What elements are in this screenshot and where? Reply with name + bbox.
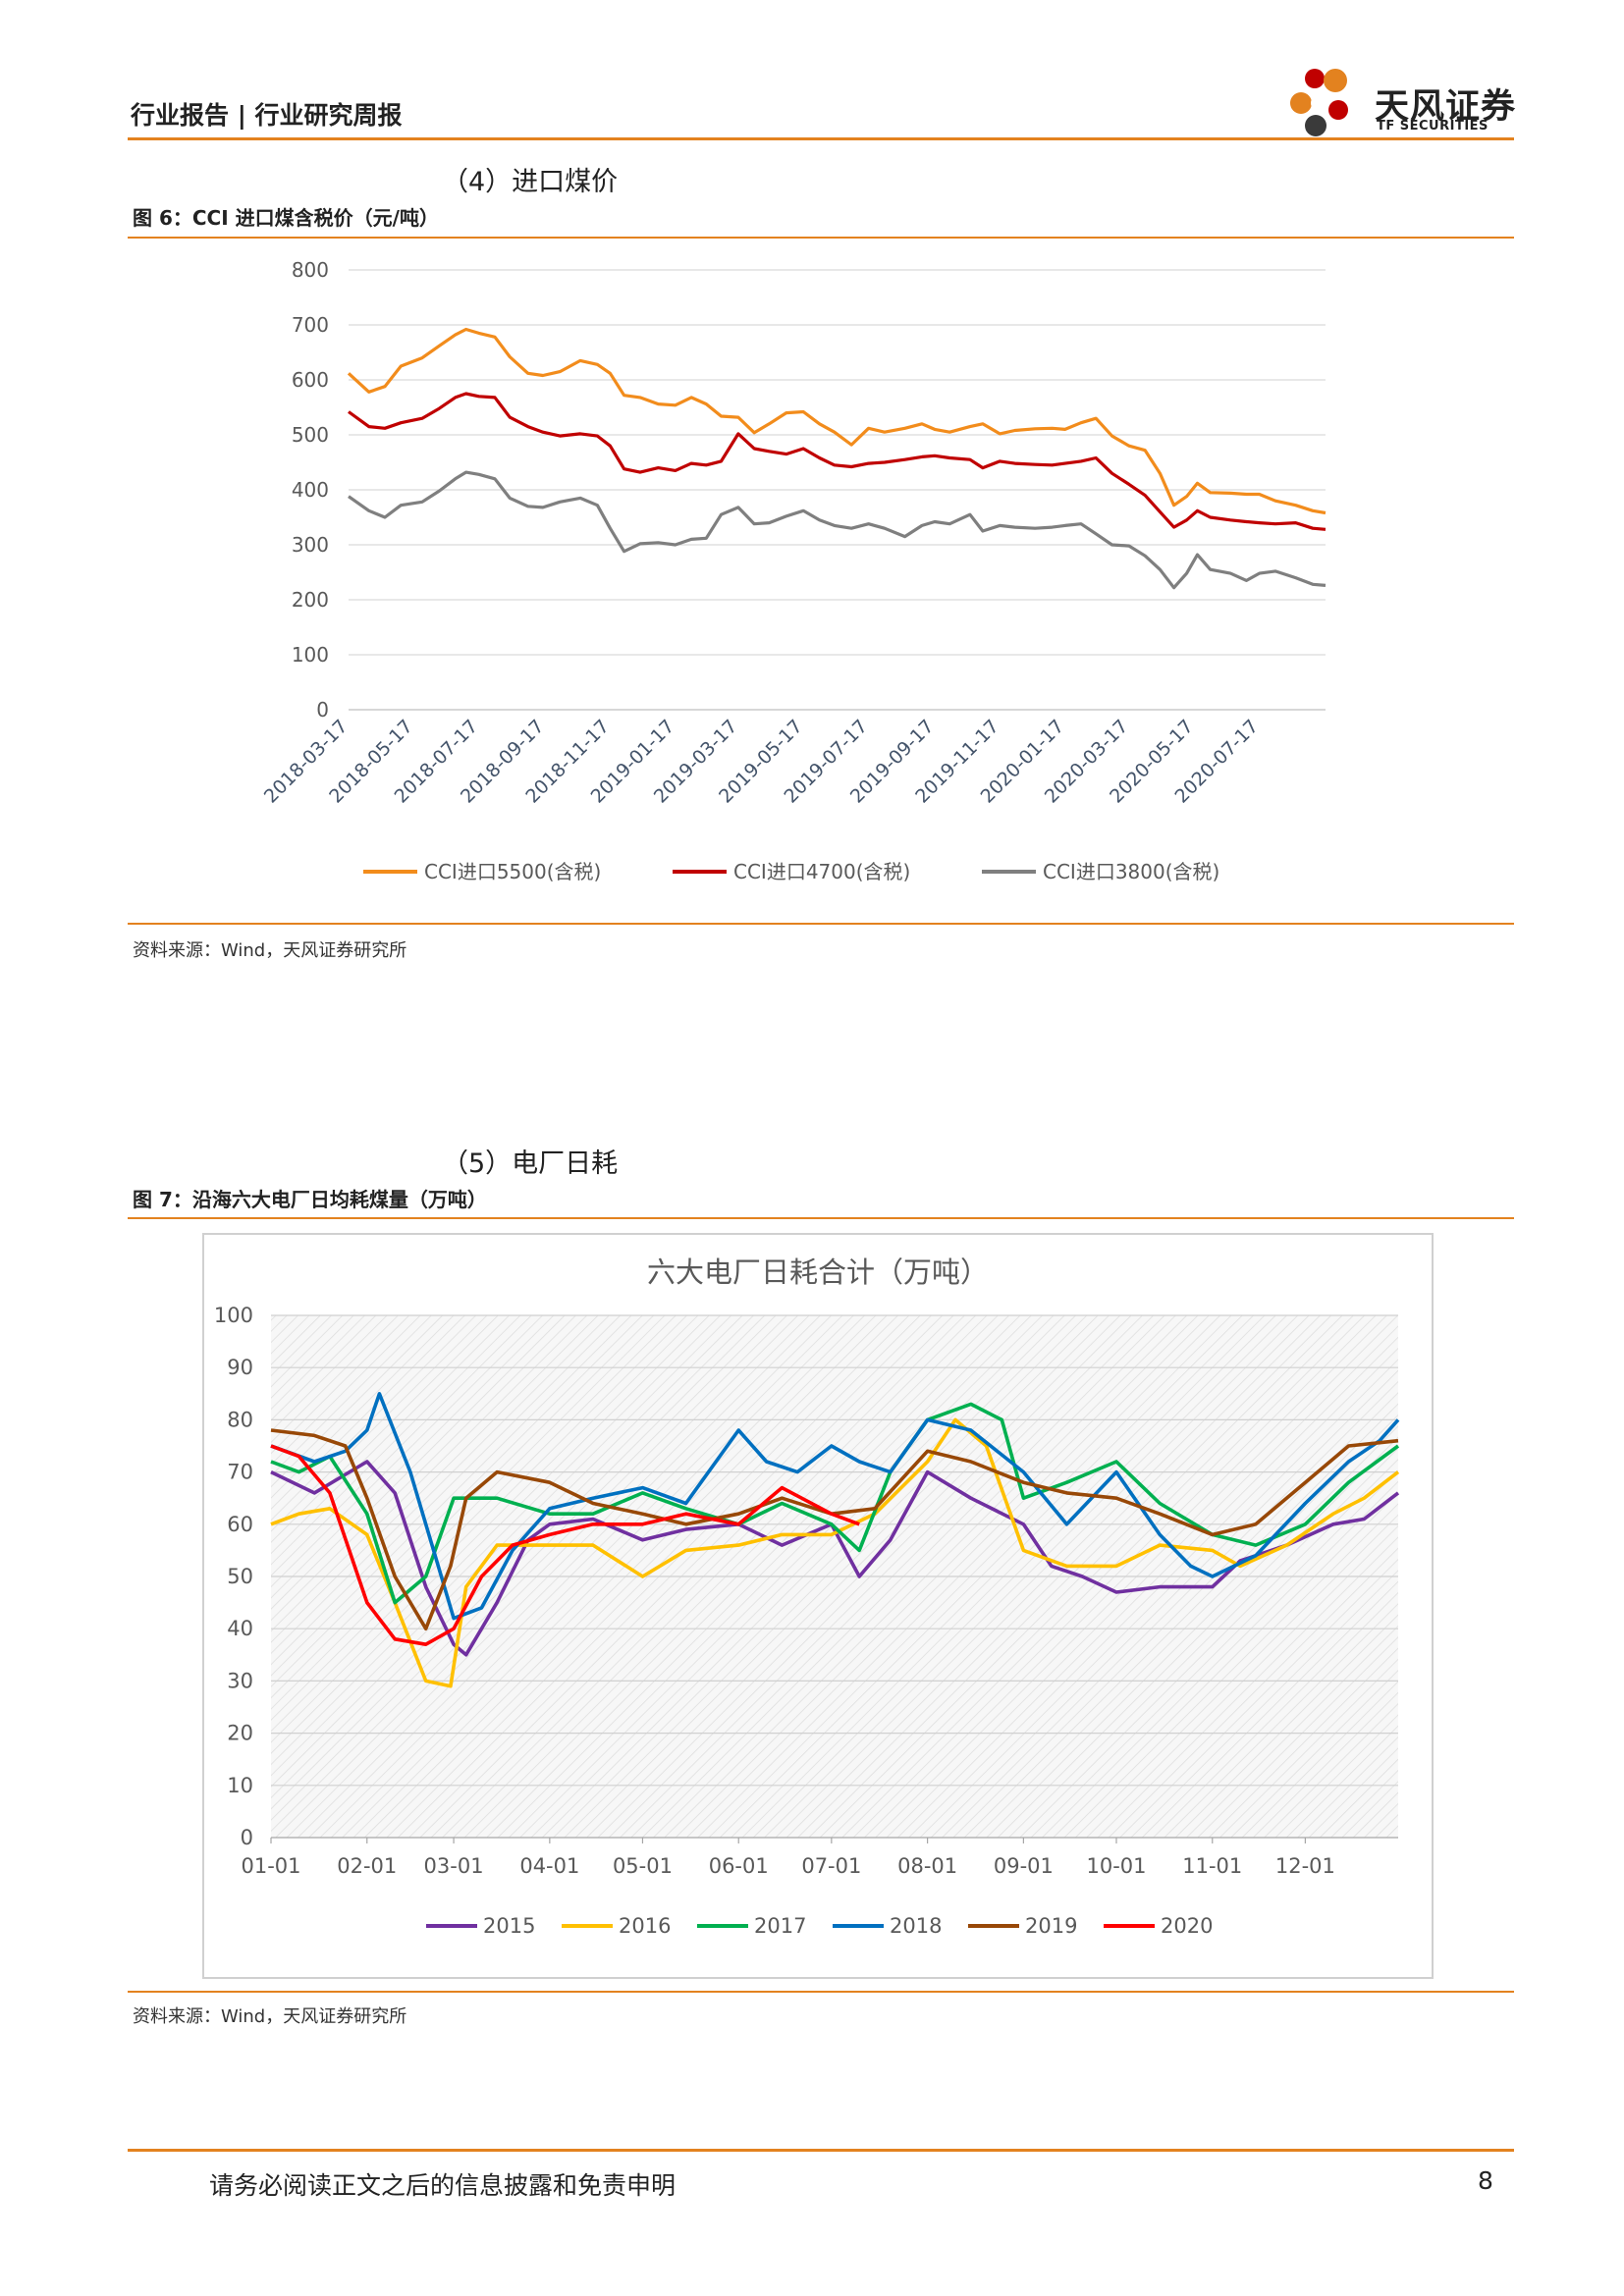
logo-chinese-name: 天风证券 [1375, 87, 1517, 127]
y-tick-label: 600 [292, 368, 329, 392]
figure-7-title: 图 7：沿海六大电厂日均耗煤量（万吨） [133, 1188, 487, 1211]
section-title-imported-coal: （4）进口煤价 [442, 167, 619, 197]
y-tick-label: 70 [227, 1461, 253, 1484]
x-tick-label: 01-01 [241, 1854, 300, 1878]
series-line-2017 [270, 1402, 1400, 1605]
page-number: 8 [1478, 2166, 1493, 2195]
power-plant-consumption-chart: 六大电厂日耗合计（万吨） 0 10 20 30 40 50 60 70 80 90 100 01-01 0… [202, 1233, 1434, 1979]
y-tick-label: 200 [292, 588, 329, 612]
y-tick-label: 80 [227, 1408, 253, 1431]
footer-disclaimer: 请务必阅读正文之后的信息披露和免责申明 [209, 2171, 677, 2200]
figure-7-top-rule [128, 1217, 1514, 1219]
x-tick-label: 05-01 [613, 1854, 673, 1878]
x-tick-label: 12-01 [1275, 1854, 1335, 1878]
y-tick-label: 40 [227, 1617, 253, 1640]
legend-label: CCI进口4700(含税) [733, 860, 910, 883]
series-line-3 [348, 470, 1326, 590]
legend-label: CCI进口5500(含税) [424, 860, 601, 883]
legend-label: 2015 [483, 1914, 535, 1938]
y-tick-label: 100 [214, 1304, 253, 1327]
x-tick-label: 11-01 [1182, 1854, 1242, 1878]
x-tick-label: 02-01 [337, 1854, 397, 1878]
legend-label: 2018 [890, 1914, 942, 1938]
section-title-power-plant: （5）电厂日耗 [442, 1148, 619, 1179]
y-tick-label: 800 [292, 258, 329, 282]
figure-6-title: 图 6：CCI 进口煤含税价（元/吨） [133, 206, 439, 230]
y-tick-label: 90 [227, 1356, 253, 1379]
footer-rule [128, 2149, 1514, 2152]
series-line-2020 [270, 1444, 860, 1646]
y-tick-label: 0 [241, 1826, 253, 1849]
chart-title: 六大电厂日耗合计（万吨） [647, 1255, 989, 1289]
legend-label: 2017 [754, 1914, 806, 1938]
y-tick-label: 30 [227, 1669, 253, 1692]
legend-label: 2020 [1161, 1914, 1213, 1938]
tf-securities-logo [1290, 69, 1348, 136]
figure-6-top-rule [128, 237, 1514, 239]
x-tick-label: 03-01 [424, 1854, 484, 1878]
x-tick-label: 07-01 [801, 1854, 861, 1878]
legend-label: 2019 [1025, 1914, 1077, 1938]
y-tick-label: 60 [227, 1513, 253, 1536]
y-tick-label: 500 [292, 423, 329, 447]
series-line-2016 [270, 1417, 1400, 1688]
y-tick-label: 700 [292, 313, 329, 337]
flower-icon [1290, 69, 1348, 136]
cci-import-coal-chart: 01002003004005006007008002018-03-172018-… [260, 258, 1326, 883]
x-tick-label: 04-01 [519, 1854, 579, 1878]
figure-6-bottom-rule [128, 923, 1514, 925]
legend-label: 2016 [619, 1914, 671, 1938]
report-header: 行业报告 | 行业研究周报 [131, 101, 403, 130]
figure-7-source: 资料来源：Wind，天风证券研究所 [133, 2006, 407, 2027]
y-tick-label: 10 [227, 1774, 253, 1797]
x-tick-label: 08-01 [897, 1854, 957, 1878]
series-line-1 [347, 327, 1326, 515]
x-tick-label: 10-01 [1086, 1854, 1146, 1878]
header-rule [128, 137, 1514, 140]
series-line-2 [348, 392, 1326, 531]
x-tick-label: 06-01 [709, 1854, 769, 1878]
x-tick-label: 09-01 [994, 1854, 1054, 1878]
figure-7-bottom-rule [128, 1991, 1514, 1993]
logo-english-name: TF SECURITIES [1377, 119, 1489, 133]
y-tick-label: 0 [316, 698, 329, 721]
y-tick-label: 300 [292, 533, 329, 557]
figure-6-source: 资料来源：Wind，天风证券研究所 [133, 940, 407, 961]
y-tick-label: 20 [227, 1722, 253, 1745]
y-tick-label: 50 [227, 1565, 253, 1588]
y-tick-label: 100 [292, 643, 329, 667]
y-tick-label: 400 [292, 478, 329, 502]
legend-label: CCI进口3800(含税) [1043, 860, 1219, 883]
series-line-2018 [270, 1392, 1400, 1621]
